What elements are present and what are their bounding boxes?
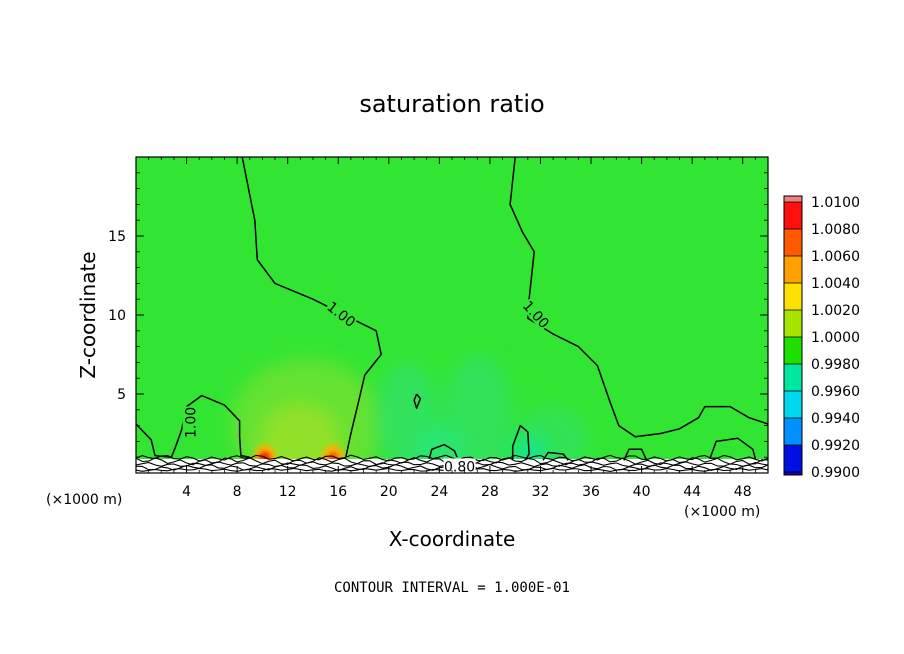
colorbar-swatch bbox=[784, 445, 802, 473]
surface-line bbox=[136, 454, 768, 462]
colorbar-label: 1.0100 bbox=[811, 195, 860, 211]
x-unit-left: (×1000 m) bbox=[46, 492, 122, 508]
x-tick-label: 4 bbox=[182, 484, 191, 500]
contour-line bbox=[413, 393, 422, 409]
x-axis: 4 8 12 16 20 24 28 32 36 40 44 48 bbox=[148, 157, 769, 500]
x-tick-label: 12 bbox=[279, 484, 297, 500]
colorbar-label: 0.9980 bbox=[811, 357, 860, 373]
colorbar-swatch bbox=[784, 472, 802, 476]
x-tick-label: 16 bbox=[329, 484, 347, 500]
colorbar-swatch bbox=[784, 256, 802, 284]
colorbar-swatch bbox=[784, 391, 802, 419]
colorbar-swatch bbox=[784, 196, 802, 203]
x-tick-label: 44 bbox=[683, 484, 701, 500]
colorbar-swatch bbox=[784, 337, 802, 365]
contour-line bbox=[241, 157, 382, 458]
x-axis-label: X-coordinate bbox=[389, 527, 516, 551]
colorbar-label: 0.9920 bbox=[811, 438, 860, 454]
contour-line bbox=[542, 451, 569, 461]
x-tick-label: 32 bbox=[532, 484, 550, 500]
colorbar: 1.0100 1.0080 1.0060 1.0040 1.0020 1.0000 0.99… bbox=[783, 195, 860, 481]
colorbar-swatch bbox=[784, 310, 802, 338]
y-axis-label: Z-coordinate bbox=[76, 251, 100, 378]
contour-line bbox=[709, 437, 757, 460]
y-tick-label: 15 bbox=[108, 229, 126, 245]
x-tick-label: 24 bbox=[430, 484, 448, 500]
contour-line bbox=[428, 443, 458, 459]
colorbar-swatch bbox=[784, 364, 802, 392]
colorbar-label: 1.0080 bbox=[811, 222, 860, 238]
y-tick-label: 5 bbox=[117, 387, 126, 403]
contour-label-text: 1.00 bbox=[184, 407, 200, 438]
x-unit-right: (×1000 m) bbox=[684, 504, 760, 520]
y-axis: 5 10 15 bbox=[108, 172, 768, 458]
y-tick-label: 10 bbox=[108, 308, 126, 324]
x-tick-label: 28 bbox=[481, 484, 499, 500]
colorbar-label: 0.9940 bbox=[811, 411, 860, 427]
colorbar-label: 1.0040 bbox=[811, 276, 860, 292]
colorbar-label: 0.9900 bbox=[811, 465, 860, 481]
colorbar-label: 1.0020 bbox=[811, 303, 860, 319]
contour-line bbox=[623, 448, 648, 461]
colorbar-swatch bbox=[784, 202, 802, 230]
contour-interval-note: CONTOUR INTERVAL = 1.000E-01 bbox=[334, 580, 570, 596]
contour-line bbox=[511, 424, 530, 461]
colorbar-swatch bbox=[784, 229, 802, 257]
colorbar-swatch bbox=[784, 418, 802, 446]
contour-line bbox=[509, 157, 768, 438]
contour-label: 1.00 bbox=[182, 406, 200, 439]
x-tick-label: 8 bbox=[233, 484, 242, 500]
x-tick-label: 48 bbox=[734, 484, 752, 500]
x-tick-label: 40 bbox=[633, 484, 651, 500]
colorbar-label: 1.0060 bbox=[811, 249, 860, 265]
colorbar-label: 0.9960 bbox=[811, 384, 860, 400]
colorbar-swatch bbox=[784, 283, 802, 311]
plot-area: 1.00 1.001.000.80 4 8 12 16 20 24 28 32 36 40 44 48 … bbox=[108, 156, 769, 500]
colorbar-label: 1.0000 bbox=[811, 330, 860, 346]
x-tick-label: 36 bbox=[582, 484, 600, 500]
field-blob bbox=[259, 403, 341, 473]
x-tick-label: 20 bbox=[380, 484, 398, 500]
chart-title: saturation ratio bbox=[359, 90, 544, 118]
colorbar-frame bbox=[783, 195, 803, 476]
